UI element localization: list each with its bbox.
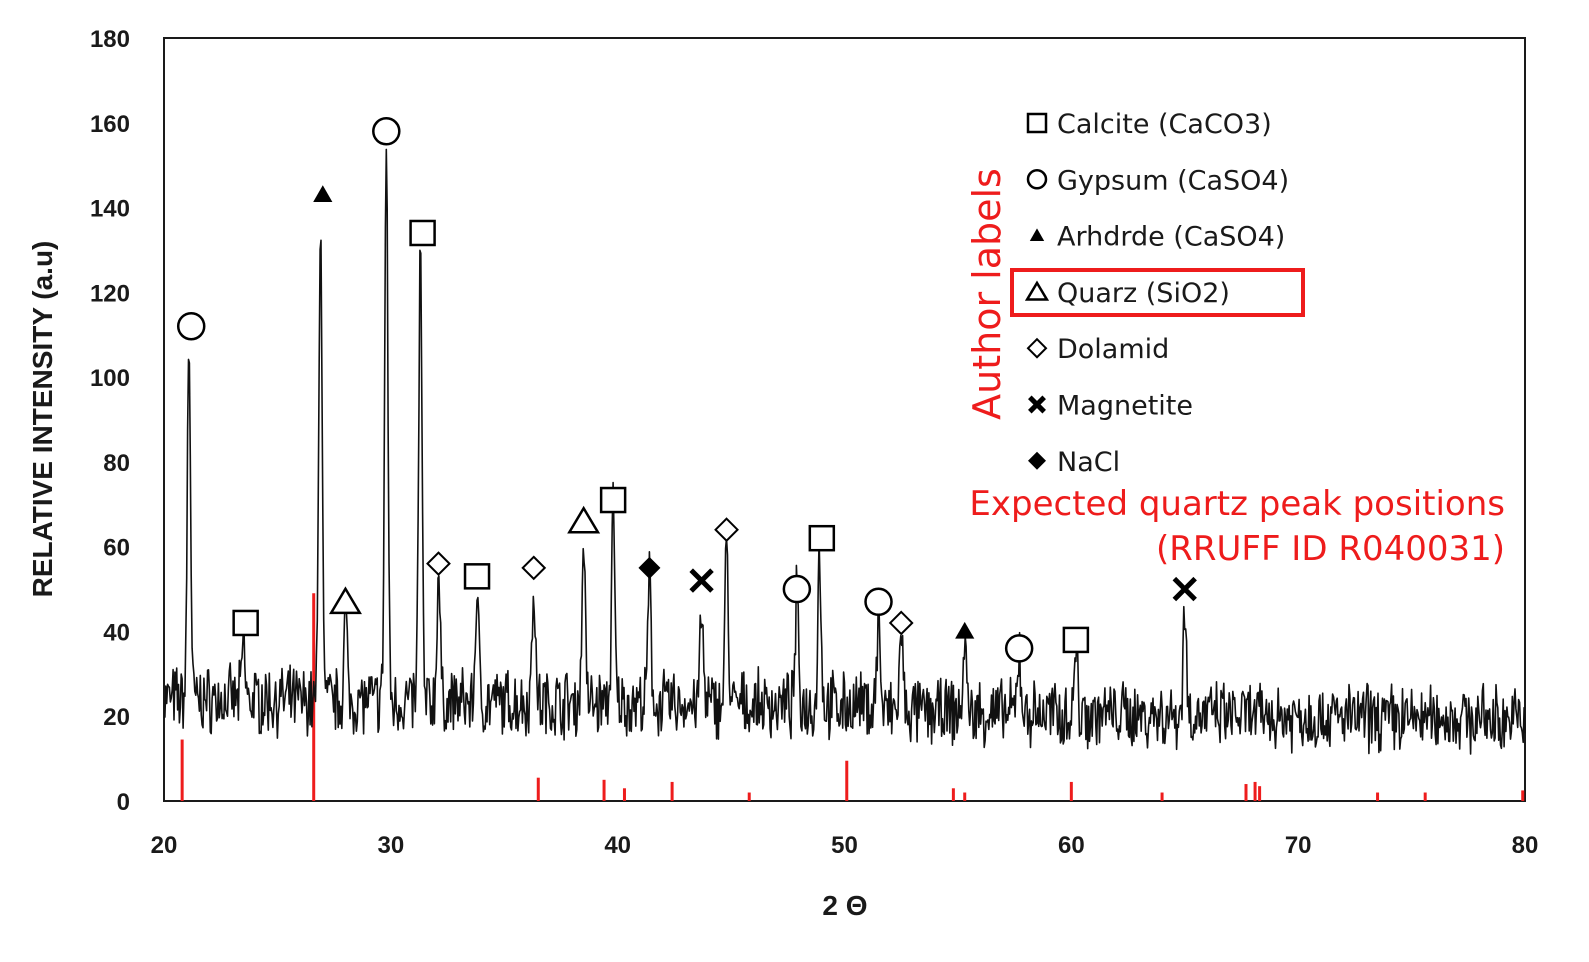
- circle-peak-marker: [372, 117, 401, 146]
- square-peak-marker: [232, 609, 259, 637]
- expected-peaks-label-line2: (RRUFF ID R040031): [1156, 529, 1505, 569]
- x-tick-label: 30: [377, 832, 404, 859]
- square-peak-marker: [599, 486, 627, 514]
- diamond-peak-marker: [426, 551, 451, 577]
- legend-label: Gypsum (CaSO4): [1057, 165, 1289, 196]
- circle-peak-marker: [864, 587, 893, 617]
- circle-peak-marker: [176, 311, 206, 341]
- triangle-peak-marker: [328, 586, 362, 615]
- y-tick-label: 100: [90, 365, 130, 392]
- legend-label: NaCl: [1057, 447, 1120, 478]
- circle-peak-marker: [782, 574, 812, 604]
- legend: Calcite (CaCO3) Gypsum (CaSO4) Arhdrde (Ca…: [1024, 109, 1289, 478]
- quartz-legend-highlight-box: [1010, 268, 1305, 317]
- filled-triangle-peak-marker: [313, 185, 333, 203]
- legend-filled-triangle-symbol: [1029, 228, 1045, 241]
- y-tick-label: 80: [103, 450, 130, 477]
- square-peak-marker: [1062, 626, 1090, 654]
- legend-circle-symbol: [1026, 169, 1048, 190]
- legend-triangle-symbol: [1024, 280, 1050, 301]
- y-tick-label: 180: [90, 26, 130, 53]
- x-axis-title: 2 Θ: [822, 890, 867, 921]
- legend-label: Quarz (SiO2): [1057, 278, 1230, 309]
- legend-square-symbol: [1026, 112, 1048, 134]
- diamond-peak-marker: [714, 517, 739, 543]
- square-peak-marker: [463, 563, 491, 590]
- reference-peak-lines: [180, 593, 1525, 801]
- y-tick-label: 0: [117, 789, 130, 816]
- x-axis-tick-labels: 20 30 40 50 60 70 80: [151, 832, 1539, 859]
- author-labels-annotation: Author labels: [965, 168, 1009, 420]
- legend-diamond-symbol: [1026, 337, 1048, 359]
- y-tick-label: 20: [103, 704, 130, 731]
- x-peak-marker: [1172, 576, 1197, 602]
- y-tick-label: 120: [90, 280, 130, 307]
- x-tick-label: 20: [151, 832, 178, 859]
- x-tick-label: 50: [831, 832, 858, 859]
- y-tick-label: 160: [90, 111, 130, 138]
- peak-markers: [176, 117, 1197, 663]
- y-tick-label: 40: [103, 619, 130, 646]
- filled-diamond-peak-marker: [638, 556, 661, 579]
- circle-peak-marker: [1004, 634, 1034, 663]
- diamond-peak-marker: [521, 555, 547, 581]
- legend-label: Arhdrde (CaSO4): [1057, 222, 1285, 253]
- x-tick-label: 60: [1058, 832, 1085, 859]
- x-tick-label: 40: [604, 832, 631, 859]
- y-axis-tick-labels: 0 20 40 60 80 100 120 140 160 180: [90, 26, 130, 816]
- plot-frame: [163, 37, 1526, 802]
- y-axis-title: RELATIVE INTENSITY (a.u): [27, 241, 58, 598]
- x-tick-label: 80: [1512, 832, 1539, 859]
- y-tick-label: 60: [103, 535, 130, 562]
- filled-triangle-peak-marker: [955, 621, 975, 639]
- y-tick-label: 140: [90, 196, 130, 223]
- legend-filled-diamond-symbol: [1028, 451, 1046, 470]
- legend-label: Magnetite: [1057, 391, 1193, 422]
- xrd-pattern-trace: [163, 148, 1526, 755]
- x-tick-label: 70: [1285, 832, 1312, 859]
- legend-label: Dolamid: [1057, 334, 1169, 365]
- expected-peaks-label-line1: Expected quartz peak positions: [969, 484, 1505, 524]
- x-peak-marker: [689, 568, 714, 593]
- diamond-peak-marker: [888, 610, 914, 636]
- square-peak-marker: [409, 219, 436, 247]
- square-peak-marker: [808, 524, 836, 552]
- triangle-peak-marker: [567, 505, 601, 534]
- legend-label: Calcite (CaCO3): [1057, 109, 1272, 140]
- legend-x-symbol: [1028, 395, 1046, 414]
